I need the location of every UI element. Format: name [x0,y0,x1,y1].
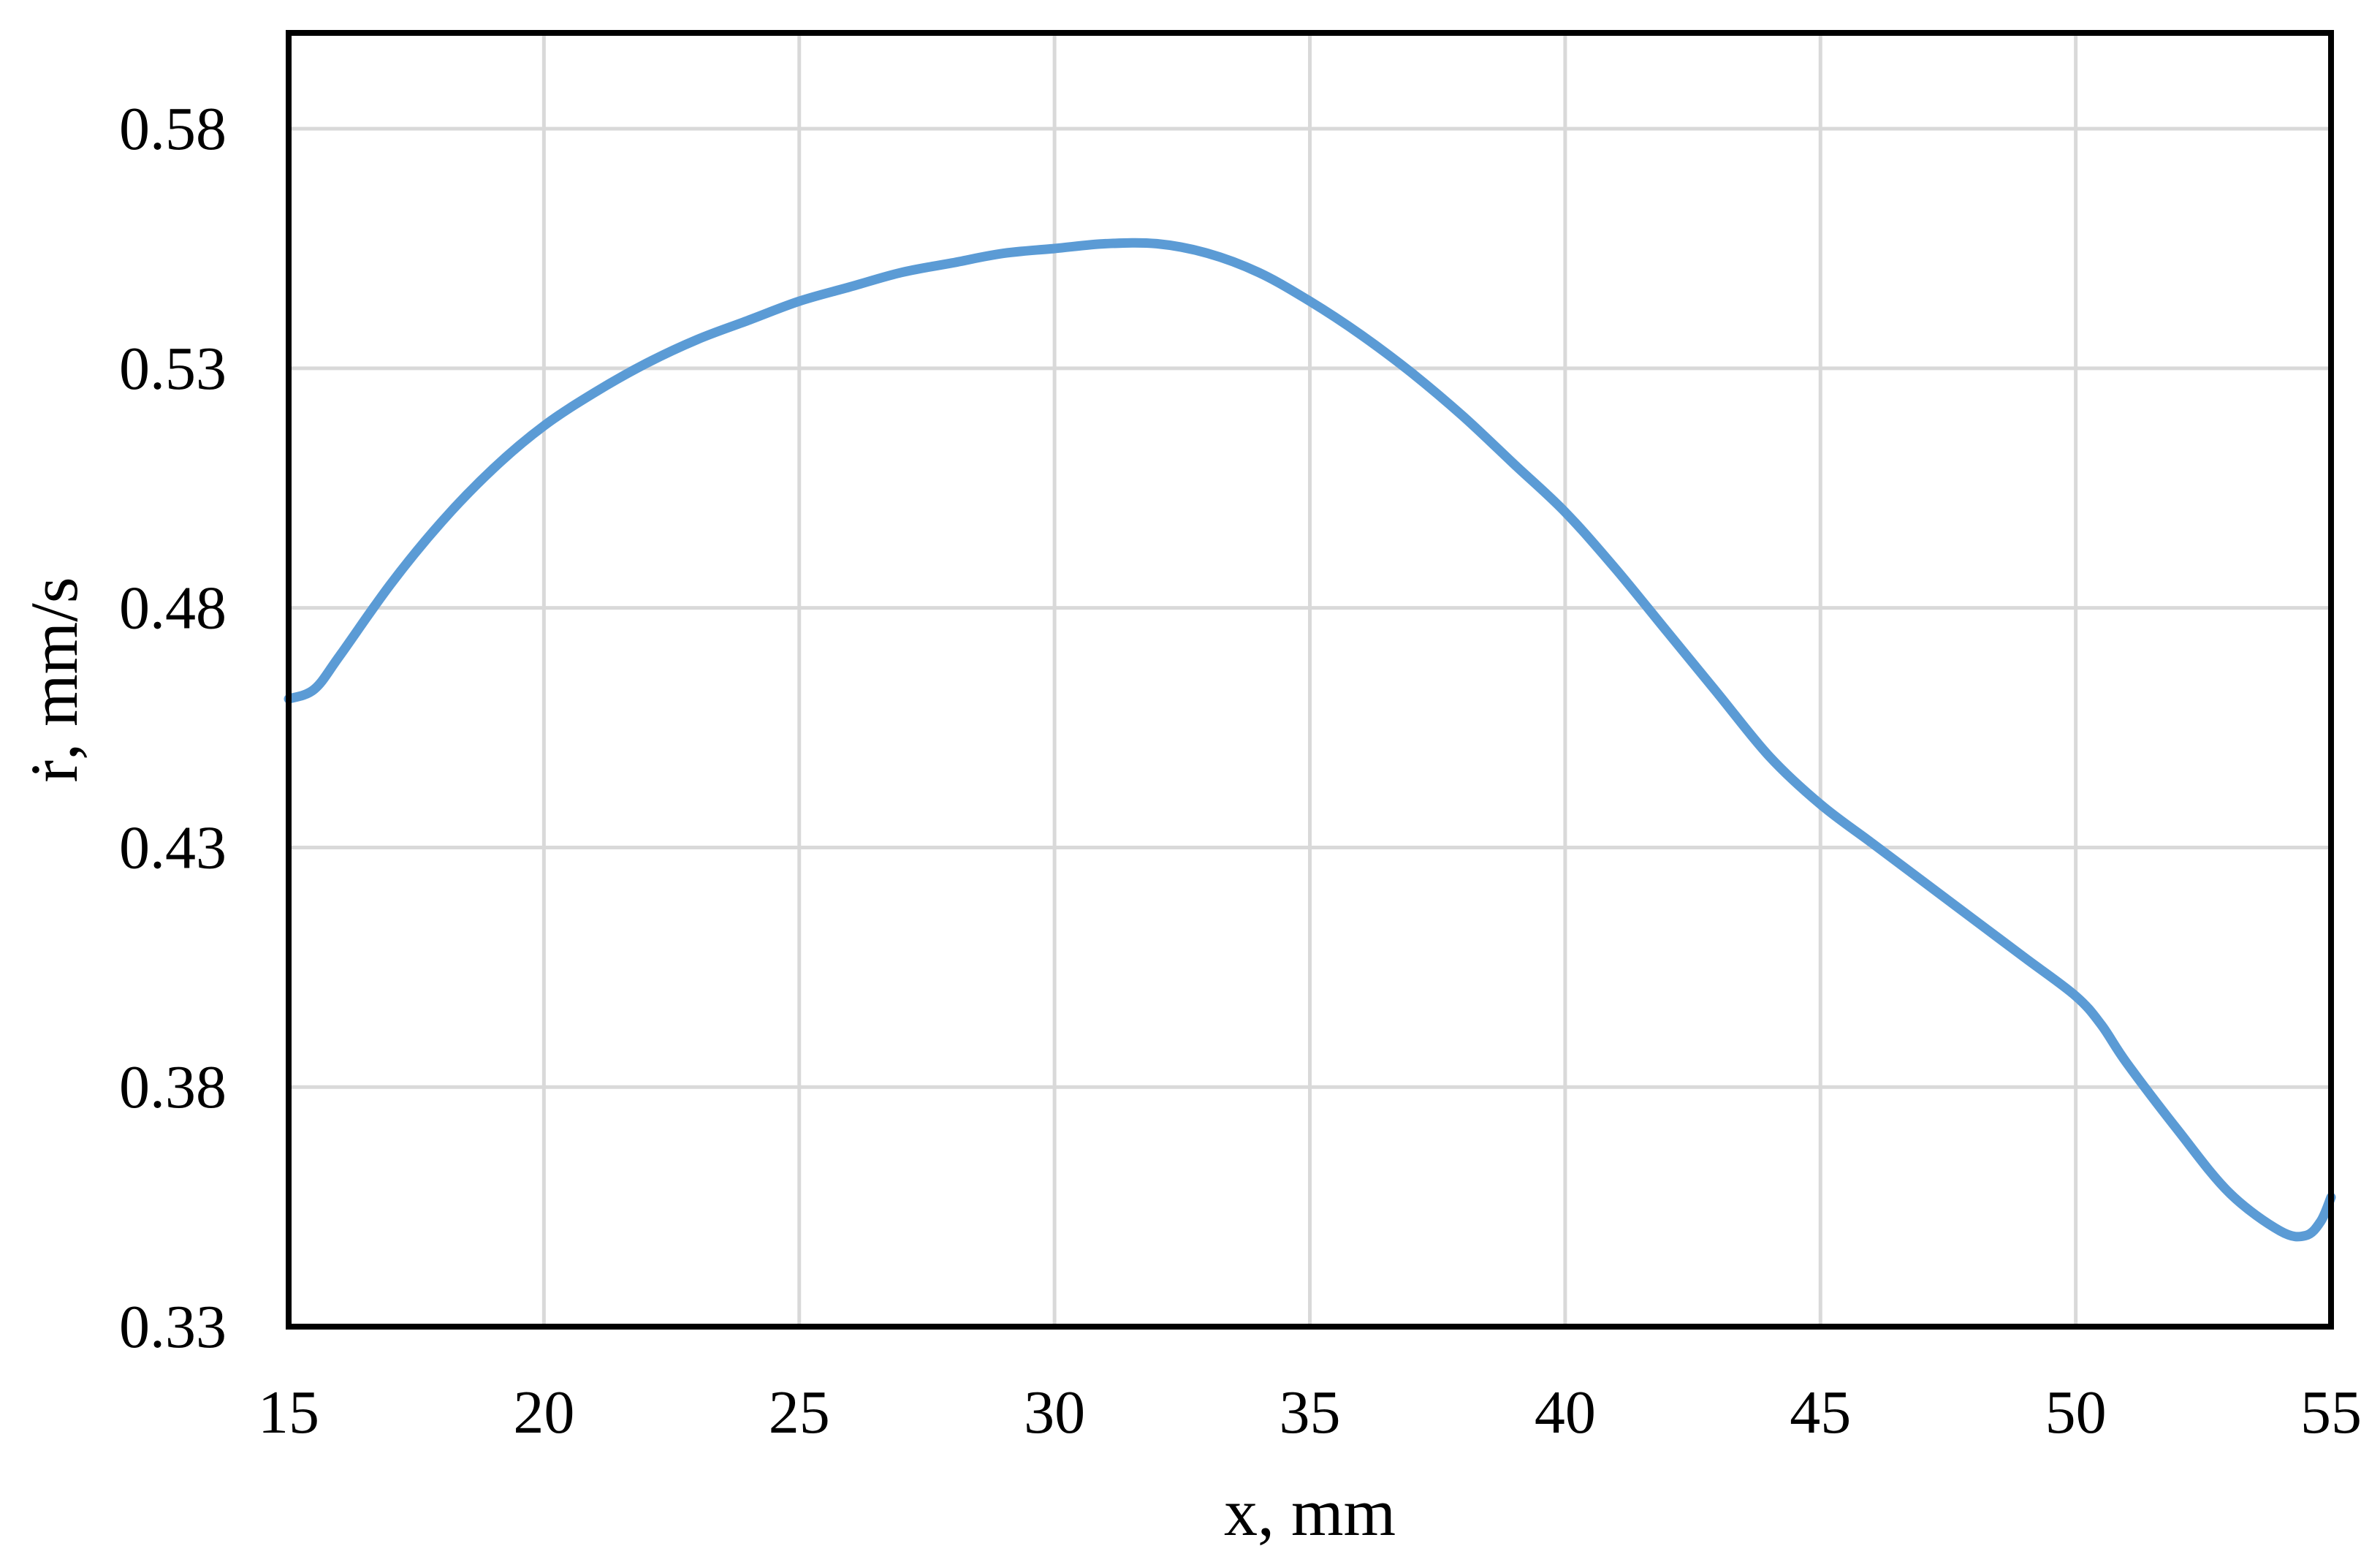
series-line-0 [284,238,2336,1242]
y-tick-label: 0.38 [119,1053,227,1121]
x-tick-label: 20 [513,1379,574,1447]
y-axis-title: ṙ, mm/s [17,577,91,782]
x-tick-label: 35 [1280,1379,1341,1447]
x-tick-label: 50 [2045,1379,2107,1447]
y-tick-label: 0.58 [119,95,227,163]
x-tick-label: 55 [2300,1379,2362,1447]
x-tick-label: 40 [1535,1379,1596,1447]
y-tick-label: 0.48 [119,575,227,642]
y-tick-label: 0.43 [119,814,227,882]
plot-area-border [286,30,2334,1330]
x-tick-label: 25 [769,1379,830,1447]
y-tick-label: 0.33 [119,1293,227,1361]
data-series [284,238,2336,1242]
x-tick-label: 30 [1024,1379,1085,1447]
x-axis-tick-labels: 15 20 25 30 35 40 45 50 55 [258,1379,2362,1447]
x-tick-label: 15 [258,1379,319,1447]
x-tick-label: 45 [1790,1379,1851,1447]
y-tick-label: 0.53 [119,335,227,403]
y-axis-tick-labels: 0.33 0.38 0.43 0.48 0.53 0.58 [119,95,227,1361]
x-axis-title: x, mm [1224,1475,1396,1550]
